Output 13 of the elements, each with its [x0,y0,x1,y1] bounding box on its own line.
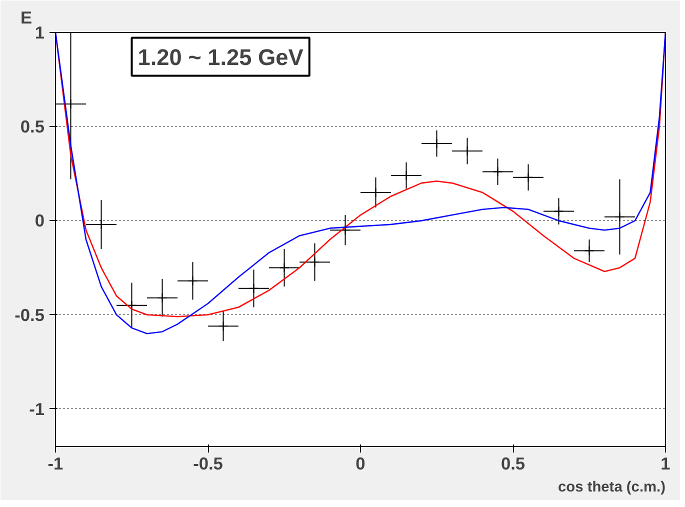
x-tick-label: 1 [660,454,671,474]
x-tick-label: -1 [48,454,64,474]
x-axis-title: cos theta (c.m.) [558,480,666,496]
y-tick-label: 0.5 [20,116,45,137]
y-axis-title: E [20,8,32,28]
x-tick-label: 0 [356,454,366,474]
y-tick-label: 1 [34,22,45,42]
x-tick-label: 0.5 [500,454,526,474]
y-tick-label: -1 [29,398,45,419]
y-tick-label: -0.5 [14,304,45,325]
x-tick-label: -0.5 [193,454,224,474]
annotation: 1.20 ~ 1.25 GeV [138,44,304,70]
y-tick-label: 0 [34,210,45,231]
